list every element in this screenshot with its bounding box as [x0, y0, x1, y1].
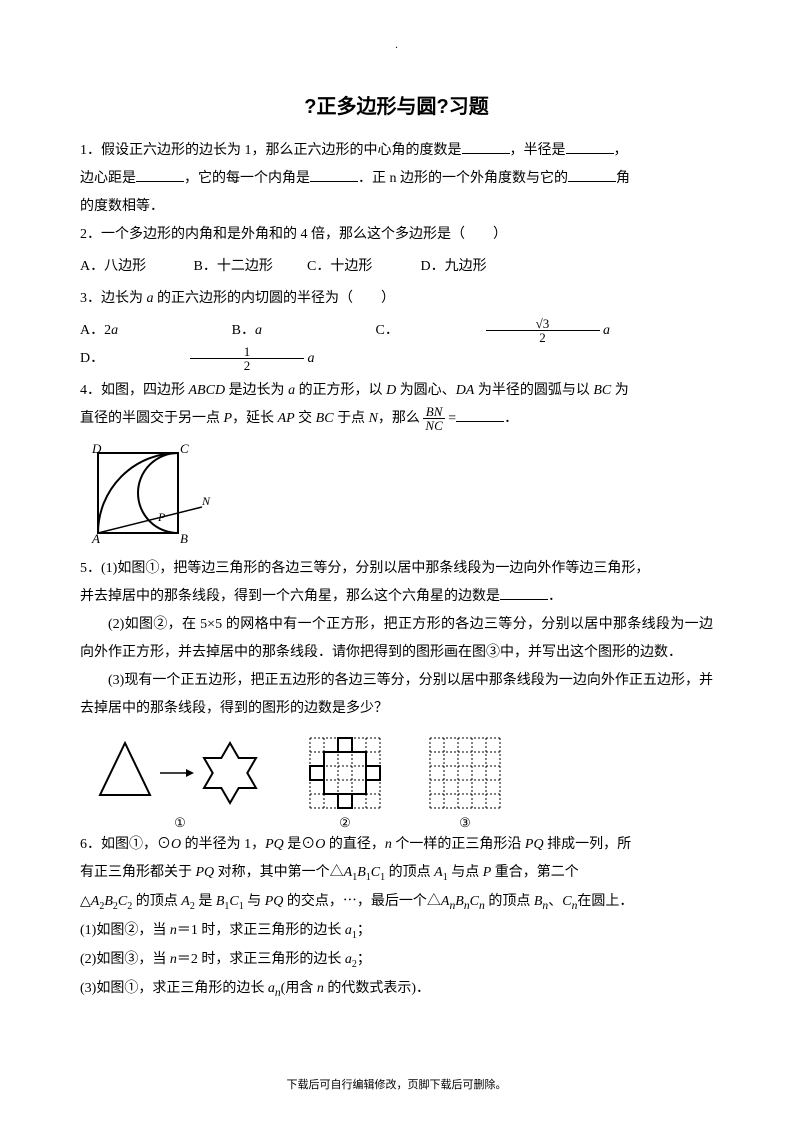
question-5-1a: 5．(1)如图①，把等边三角形的各边三等分，分别以居中那条线段为一边向外作等边三… [80, 555, 713, 583]
q1-h: 的度数相等． [80, 199, 164, 214]
q1-g: 角 [616, 171, 630, 186]
option-c: C．√32 a [376, 317, 714, 345]
q1-e: ，它的每一个内角是 [184, 171, 310, 186]
fig-label-3: ③ [420, 815, 510, 831]
question-4-line1: 4．如图，四边形 ABCD 是边长为 a 的正方形，以 D 为圆心、DA 为半径… [80, 377, 713, 405]
q3-stem: 3．边长为 a 的正六边形的内切圆的半径为（ ） [80, 291, 395, 306]
question-3-options: A．2a B．a C．√32 a D．12 a [80, 317, 713, 373]
figure-1 [90, 733, 270, 813]
figure-3 [420, 733, 510, 813]
question-5-2: (2)如图②，在 5×5 的网格中有一个正方形，把正方形的各边三等分，分别以居中… [80, 611, 713, 667]
option-b: B．十二边形 [194, 253, 304, 281]
question-6-s1: (1)如图②，当 n＝1 时，求正三角形的边长 a1； [80, 917, 713, 946]
option-b: B．a [232, 317, 365, 345]
fig-label-1: ① [90, 815, 270, 831]
question-1: 1．假设正六边形的边长为 1，那么正六边形的中心角的度数是 ，半径是 ， [80, 137, 713, 165]
option-d: D．九边形 [421, 253, 531, 281]
q1-d: 边心距是 [80, 171, 136, 186]
fig-label-2: ② [300, 815, 390, 831]
fraction-bn-nc: BNNC [423, 405, 444, 432]
label-P: P [157, 510, 166, 524]
question-6-l3: △A2B2C2 的顶点 A2 是 B1C1 与 PQ 的交点，⋯，最后一个△An… [80, 888, 713, 917]
option-d: D．12 a [80, 345, 418, 373]
blank [500, 585, 548, 600]
q1-a: 1．假设正六边形的边长为 1，那么正六边形的中心角的度数是 [80, 143, 462, 158]
q1-f: ．正 n 边形的一个外角度数与它的 [358, 171, 568, 186]
fraction: 12 [190, 345, 304, 372]
question-3: 3．边长为 a 的正六边形的内切圆的半径为（ ） [80, 285, 713, 313]
question-6-l2: 有正三角形都关于 PQ 对称，其中第一个△A1B1C1 的顶点 A1 与点 P … [80, 859, 713, 888]
label-D: D [91, 441, 102, 456]
page: . ?正多边形与圆?习题 1．假设正六边形的边长为 1，那么正六边形的中心角的度… [0, 0, 793, 1122]
question-6-l1: 6．如图①，⊙O 的半径为 1，PQ 是⊙O 的直径，n 个一样的正三角形沿 P… [80, 831, 713, 859]
page-footer: 下载后可自行编辑修改，页脚下载后可删除。 [0, 1076, 793, 1092]
label-A: A [91, 531, 100, 546]
blank [568, 167, 616, 182]
blank [136, 167, 184, 182]
q1-b: ，半径是 [510, 143, 566, 158]
option-c: C．十边形 [307, 253, 417, 281]
question-5-3: (3)现有一个正五边形，把正五边形的各边三等分，分别以居中那条线段为一边向外作正… [80, 667, 713, 723]
blank [310, 167, 358, 182]
label-B: B [180, 531, 188, 546]
question-2-options: A．八边形 B．十二边形 C．十边形 D．九边形 [80, 253, 713, 281]
figure-2 [300, 733, 390, 813]
label-C: C [180, 441, 189, 456]
blank [462, 139, 510, 154]
blank [566, 139, 614, 154]
figure-q4: D C A B P N [80, 441, 713, 551]
figure-row-q5 [90, 733, 713, 813]
question-6-s3: (3)如图①，求正三角形的边长 an(用含 n 的代数式表示)． [80, 975, 713, 1004]
blank [456, 407, 504, 422]
fraction: √32 [486, 317, 600, 344]
question-5-1b: 并去掉居中的那条线段，得到一个六角星，那么这个六角星的边数是． [80, 583, 713, 611]
question-1-line3: 的度数相等． [80, 193, 713, 221]
question-2: 2．一个多边形的内角和是外角和的 4 倍，那么这个多边形是（ ） [80, 221, 713, 249]
page-title: ?正多边形与圆?习题 [80, 90, 713, 119]
option-a: A．2a [80, 317, 221, 345]
question-4-line2: 直径的半圆交于另一点 P，延长 AP 交 BC 于点 N，那么 BNNC =． [80, 405, 713, 433]
question-6-s2: (2)如图③，当 n＝2 时，求正三角形的边长 a2； [80, 946, 713, 975]
question-1-line2: 边心距是 ，它的每一个内角是 ．正 n 边形的一个外角度数与它的 角 [80, 165, 713, 193]
q1-c: ， [614, 143, 628, 158]
figure-labels: ① ② ③ [90, 815, 713, 831]
option-a: A．八边形 [80, 253, 190, 281]
top-mark: . [0, 40, 793, 51]
label-N: N [201, 494, 211, 508]
